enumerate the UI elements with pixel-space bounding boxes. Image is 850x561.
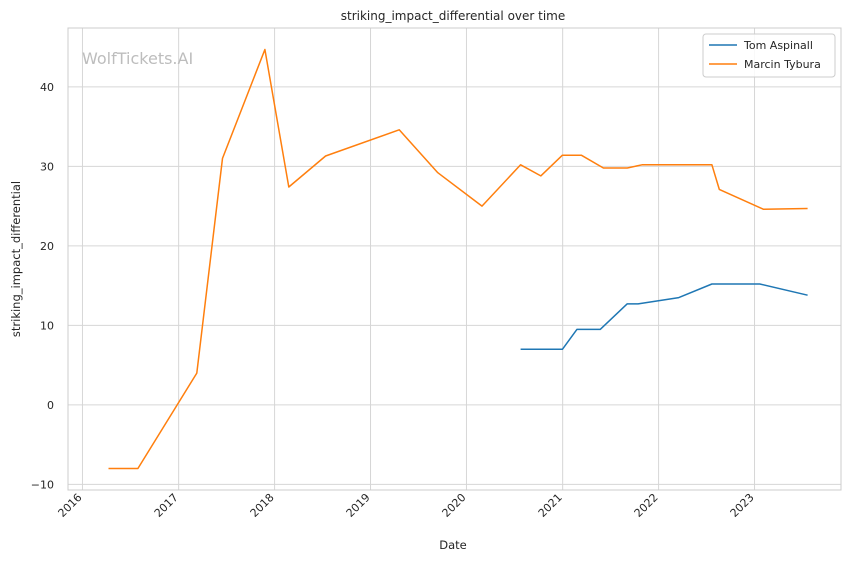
y-tick-label: 40 (40, 81, 54, 94)
series-lines (108, 48, 808, 470)
x-tick-label: 2016 (56, 491, 85, 520)
y-axis-label: striking_impact_differential (9, 181, 23, 337)
x-tick-label: 2022 (632, 491, 661, 520)
chart-title: striking_impact_differential over time (341, 9, 566, 23)
x-axis-label: Date (439, 538, 467, 552)
y-tick-label: 30 (40, 160, 54, 173)
watermark-text: WolfTickets.AI (82, 49, 193, 68)
grid-lines (68, 28, 841, 490)
series-line-marcin-tybura (108, 48, 808, 470)
x-tick-label: 2023 (728, 491, 757, 520)
legend-label-marcin-tybura: Marcin Tybura (744, 58, 821, 71)
series-line-tom-aspinall (520, 283, 808, 351)
y-tick-label: 0 (47, 399, 54, 412)
plot-area-frame (67, 27, 842, 491)
y-axis-ticks: −10 0 10 20 30 40 (31, 81, 54, 492)
legend-label-tom-aspinall: Tom Aspinall (743, 39, 813, 52)
x-tick-label: 2019 (344, 491, 373, 520)
x-tick-label: 2018 (248, 491, 277, 520)
x-axis-ticks: 2016 2017 2018 2019 2020 2021 2022 2023 (56, 491, 757, 520)
x-tick-label: 2021 (536, 491, 565, 520)
y-tick-label: 20 (40, 240, 54, 253)
x-tick-label: 2020 (440, 491, 469, 520)
y-tick-label: 10 (40, 319, 54, 332)
legend: Tom Aspinall Marcin Tybura (702, 33, 836, 78)
y-tick-label: −10 (31, 478, 54, 491)
x-tick-label: 2017 (152, 491, 181, 520)
